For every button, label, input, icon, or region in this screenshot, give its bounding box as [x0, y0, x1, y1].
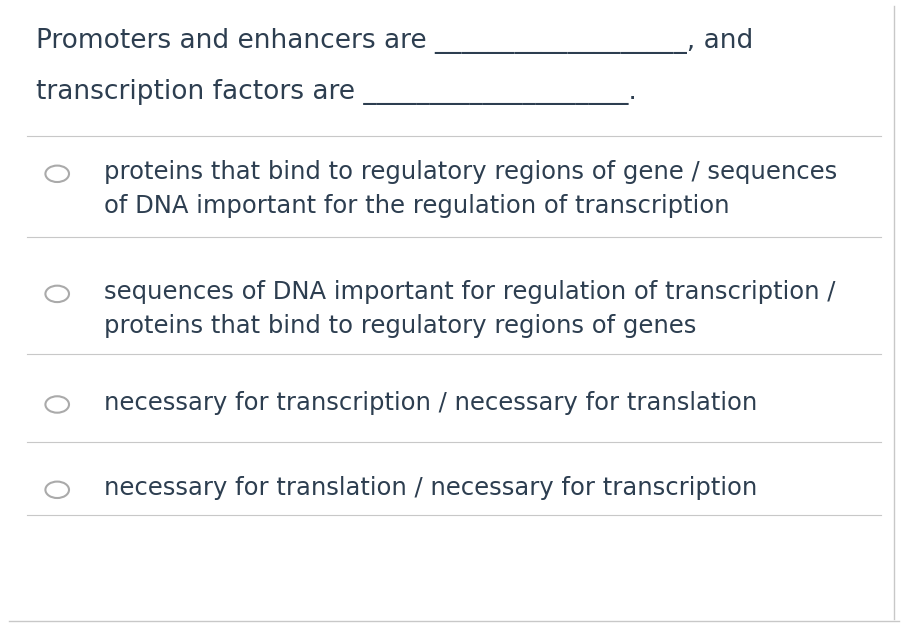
- Circle shape: [45, 396, 69, 413]
- Text: sequences of DNA important for regulation of transcription /
proteins that bind : sequences of DNA important for regulatio…: [104, 280, 835, 338]
- Text: Promoters and enhancers are ___________________, and: Promoters and enhancers are ____________…: [36, 28, 754, 54]
- Text: necessary for translation / necessary for transcription: necessary for translation / necessary fo…: [104, 476, 757, 500]
- Circle shape: [45, 482, 69, 498]
- Circle shape: [45, 166, 69, 182]
- Circle shape: [45, 286, 69, 302]
- Text: proteins that bind to regulatory regions of gene / sequences
of DNA important fo: proteins that bind to regulatory regions…: [104, 160, 838, 218]
- Text: transcription factors are ____________________.: transcription factors are ______________…: [36, 79, 637, 105]
- Text: necessary for transcription / necessary for translation: necessary for transcription / necessary …: [104, 391, 757, 415]
